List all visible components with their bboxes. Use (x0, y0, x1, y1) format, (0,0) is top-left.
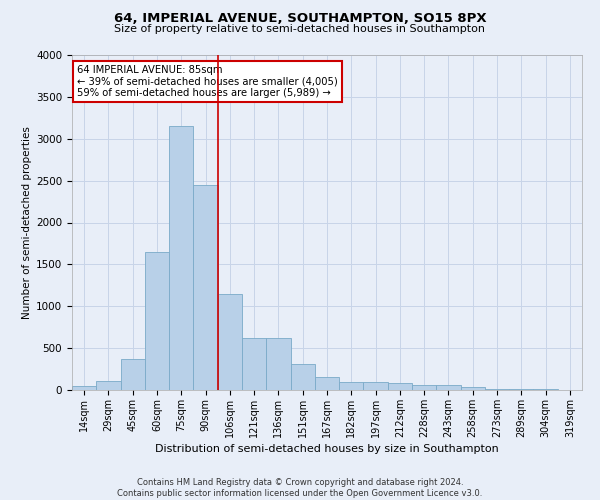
Bar (218, 294, 242, 390)
Bar (145, 252, 169, 390)
Bar (169, 126, 193, 390)
Bar (461, 386, 485, 390)
Y-axis label: Number of semi-detached properties: Number of semi-detached properties (22, 126, 32, 319)
Bar (315, 376, 339, 390)
Bar (509, 389, 533, 390)
Bar (121, 359, 145, 390)
Bar (436, 386, 461, 390)
Bar (266, 338, 290, 390)
Bar (388, 384, 412, 390)
Bar (364, 382, 388, 390)
Bar (412, 384, 436, 390)
Text: 64, IMPERIAL AVENUE, SOUTHAMPTON, SO15 8PX: 64, IMPERIAL AVENUE, SOUTHAMPTON, SO15 8… (113, 12, 487, 26)
Bar (193, 185, 218, 390)
Bar (72, 386, 96, 390)
Text: Size of property relative to semi-detached houses in Southampton: Size of property relative to semi-detach… (115, 24, 485, 34)
Bar (533, 389, 558, 390)
Text: Contains HM Land Registry data © Crown copyright and database right 2024.
Contai: Contains HM Land Registry data © Crown c… (118, 478, 482, 498)
Bar (485, 388, 509, 390)
Bar (96, 381, 121, 390)
Bar (339, 382, 364, 390)
Bar (290, 364, 315, 390)
Text: 64 IMPERIAL AVENUE: 85sqm
← 39% of semi-detached houses are smaller (4,005)
59% : 64 IMPERIAL AVENUE: 85sqm ← 39% of semi-… (77, 65, 338, 98)
X-axis label: Distribution of semi-detached houses by size in Southampton: Distribution of semi-detached houses by … (155, 444, 499, 454)
Bar (242, 338, 266, 390)
